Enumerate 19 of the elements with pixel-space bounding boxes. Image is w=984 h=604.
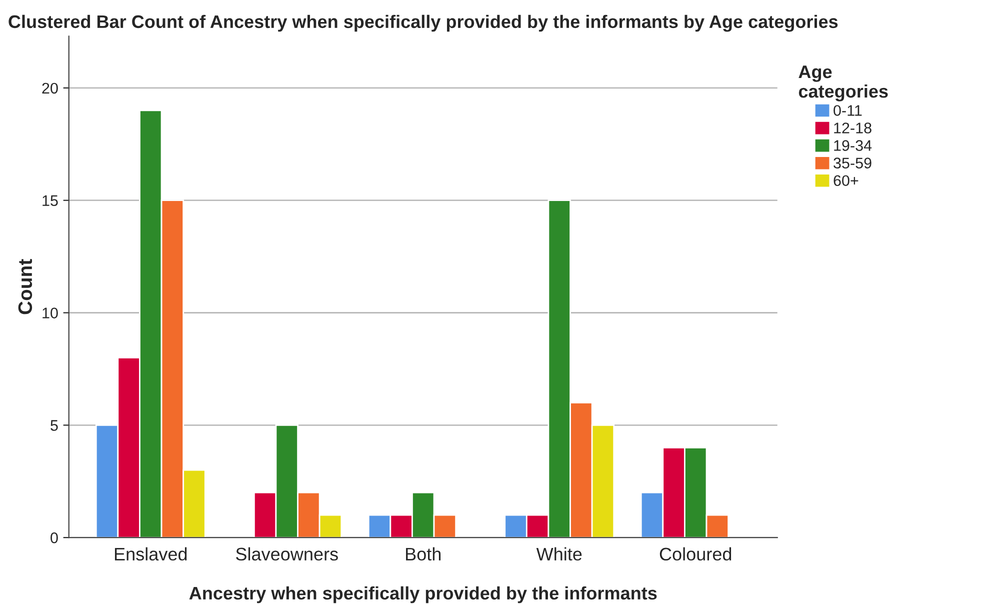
- y-tick-label: 0: [50, 532, 58, 544]
- y-axis-title: Count: [18, 259, 32, 314]
- legend-label: 60+: [834, 175, 858, 186]
- x-tick-label: Slaveowners: [236, 547, 338, 561]
- y-tick-label: 5: [50, 420, 58, 431]
- x-axis-title: Ancestry when specifically provided by the informants: [189, 586, 657, 604]
- x-tick-label: Enslaved: [114, 547, 187, 561]
- x-tick-label: Coloured: [660, 547, 732, 561]
- legend-label: 19-34: [834, 140, 872, 151]
- legend-label: 12-18: [834, 122, 872, 134]
- y-tick-label: 15: [42, 195, 58, 206]
- y-tick-label: 10: [42, 308, 58, 318]
- legend-label: 35-59: [834, 158, 872, 168]
- x-tick-label: Both: [406, 547, 441, 561]
- x-tick-label: White: [536, 547, 582, 561]
- legend-title: Age categories: [798, 66, 888, 102]
- y-tick-label: 20: [42, 82, 58, 94]
- chart-title: Clustered Bar Count of Ancestry when specifically provided by the informants by Age categories: [8, 14, 838, 32]
- legend-label: 0-11: [834, 105, 862, 116]
